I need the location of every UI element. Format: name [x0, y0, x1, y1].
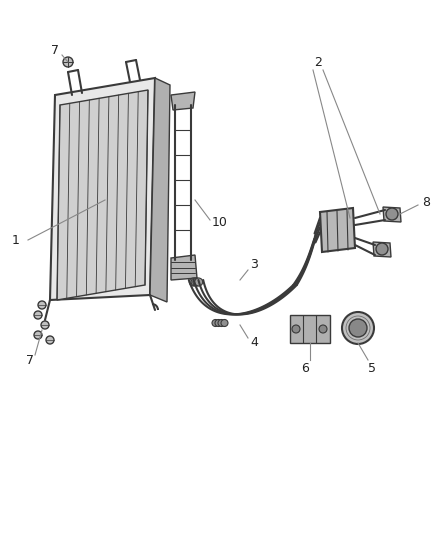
Polygon shape [171, 92, 195, 110]
Circle shape [46, 336, 54, 344]
Text: 7: 7 [26, 353, 34, 367]
Circle shape [218, 319, 225, 327]
Polygon shape [171, 255, 197, 280]
Circle shape [34, 331, 42, 339]
Circle shape [376, 243, 388, 255]
Text: 7: 7 [51, 44, 59, 56]
Polygon shape [50, 78, 155, 300]
Polygon shape [57, 90, 148, 300]
Polygon shape [150, 78, 170, 302]
Text: 4: 4 [250, 335, 258, 349]
Circle shape [41, 321, 49, 329]
Circle shape [342, 312, 374, 344]
Circle shape [193, 278, 201, 286]
Polygon shape [373, 242, 391, 257]
Text: 3: 3 [250, 259, 258, 271]
Circle shape [319, 325, 327, 333]
Circle shape [191, 278, 199, 286]
Text: 5: 5 [368, 361, 376, 375]
Circle shape [63, 57, 73, 67]
Circle shape [349, 319, 367, 337]
Text: 6: 6 [301, 361, 309, 375]
Circle shape [34, 311, 42, 319]
Circle shape [212, 319, 219, 327]
Text: 1: 1 [12, 233, 20, 246]
Circle shape [38, 301, 46, 309]
Polygon shape [320, 208, 355, 252]
Circle shape [386, 208, 398, 220]
Text: 8: 8 [422, 196, 430, 208]
Circle shape [221, 319, 228, 327]
Polygon shape [290, 315, 330, 343]
Circle shape [292, 325, 300, 333]
Circle shape [195, 278, 203, 286]
Polygon shape [383, 207, 401, 222]
Circle shape [189, 278, 197, 286]
Circle shape [215, 319, 222, 327]
Text: 10: 10 [212, 215, 228, 229]
Text: 2: 2 [314, 55, 322, 69]
